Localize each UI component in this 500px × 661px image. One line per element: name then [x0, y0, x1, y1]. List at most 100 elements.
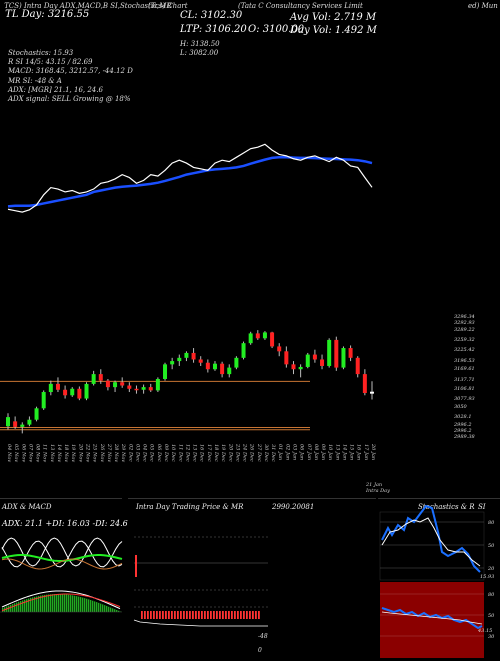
rsi-title: SI — [478, 503, 486, 511]
date-label: 16 Dec — [199, 444, 205, 462]
price-axis: 3296.343292.933289.223259.323225.423196.… — [453, 314, 475, 440]
date-label: 11 Nov — [42, 444, 48, 462]
date-label: 29 Nov — [120, 443, 126, 462]
adx-macd-title: ADX & MACD — [2, 503, 52, 511]
candle-body — [284, 351, 288, 364]
candle-body — [320, 359, 324, 366]
candle-body — [142, 387, 146, 390]
candle-body — [370, 392, 374, 394]
date-label: 06 Jan — [299, 444, 305, 460]
date-label: 01 Jan — [277, 444, 283, 460]
candle-body — [42, 392, 46, 408]
date-label: 16 Jan — [356, 444, 362, 460]
date-label: 26 Nov — [99, 443, 105, 462]
candle-body — [56, 384, 60, 390]
candle-body — [356, 358, 360, 374]
price-axis-label: 3196.53 — [454, 358, 475, 364]
price-axis-label: 3169.61 — [454, 366, 475, 372]
date-label: 23 Dec — [234, 443, 240, 462]
date-label: 06 Dec — [156, 444, 162, 462]
date-footer: 21 Jan Intra Day — [366, 482, 396, 494]
candle-body — [127, 386, 131, 389]
candle-body — [20, 425, 24, 427]
intraday-value: 2990.20081 — [272, 503, 314, 511]
price-axis-label: 3292.93 — [454, 320, 475, 326]
date-label: 20 Nov — [77, 443, 83, 462]
candle-body — [363, 374, 367, 393]
date-label: 27 Nov — [106, 443, 112, 462]
candle-body — [92, 374, 96, 384]
price-axis-label: 3289.22 — [454, 327, 475, 333]
candle-body — [6, 417, 10, 426]
candle-body — [270, 332, 274, 346]
date-label: 31 Dec — [270, 444, 276, 462]
date-label: 17 Dec — [206, 444, 212, 462]
date-label: 06 Nov — [20, 444, 26, 462]
price-axis-label: 3137.71 — [454, 377, 475, 383]
date-label: 03 Jan — [291, 444, 297, 460]
candle-body — [206, 363, 210, 370]
trend-lines — [8, 144, 372, 212]
date-label: 17 Jan — [363, 444, 369, 460]
date-label: 07 Jan — [306, 444, 312, 460]
date-label: 19 Nov — [70, 444, 76, 462]
date-label: 03 Dec — [134, 444, 140, 462]
candle-body — [334, 340, 338, 368]
date-label: 09 Jan — [320, 444, 326, 460]
date-label: 04 Nov — [6, 444, 12, 462]
date-label: 10 Jan — [327, 444, 333, 460]
candle-body — [177, 358, 181, 361]
candle-body — [349, 348, 353, 358]
candle-body — [170, 361, 174, 364]
main-price-chart: 3296.343292.933289.223259.323225.423196.… — [0, 0, 500, 480]
candle-body — [277, 346, 281, 351]
candle-body — [106, 381, 110, 388]
candle-body — [13, 421, 17, 427]
price-line — [8, 144, 372, 212]
candle-body — [99, 374, 103, 381]
date-label: 28 Nov — [113, 443, 119, 462]
candle-body — [242, 343, 246, 358]
date-label: 14 Nov — [56, 444, 62, 462]
date-label: 18 Dec — [213, 444, 219, 462]
date-label: 11 Dec — [177, 444, 183, 462]
date-label: 24 Dec — [242, 443, 248, 462]
price-axis-label: 3050 — [454, 404, 468, 410]
candle-body — [184, 353, 188, 358]
candle-body — [192, 353, 196, 360]
candle-body — [313, 355, 317, 360]
price-axis-label: 3106.81 — [454, 386, 475, 392]
date-label: 25 Nov — [92, 443, 98, 462]
date-label: 20 Jan — [370, 443, 376, 460]
intraday-panel: Intra Day Trading Price & MR 2990.20081 — [128, 498, 376, 661]
date-label: 12 Dec — [184, 444, 190, 462]
candle-body — [213, 364, 217, 370]
candle-body — [120, 382, 124, 385]
candle-body — [306, 355, 310, 367]
candle-body — [341, 348, 345, 368]
adx-macd-panel: ADX & MACD ADX: 21.1 +DI: 16.03 -DI: 24.… — [0, 498, 122, 661]
date-label: 02 Jan — [284, 444, 290, 460]
date-label: 19 Dec — [220, 444, 226, 462]
candle-body — [291, 364, 295, 369]
adx-values: ADX: 21.1 +DI: 16.03 -DI: 24.6 — [2, 519, 128, 528]
date-label: 26 Dec — [249, 443, 255, 462]
candle-body — [149, 387, 153, 390]
date-label: 30 Dec — [263, 444, 269, 462]
candle-body — [199, 359, 203, 362]
date-label: 22 Nov — [85, 443, 91, 462]
date-label: 04 Dec — [142, 444, 148, 462]
price-axis-label: 3077.93 — [454, 396, 475, 402]
intraday-title: Intra Day Trading Price & MR — [136, 503, 243, 511]
date-label: 02 Dec — [127, 444, 133, 462]
date-label: 13 Dec — [192, 444, 198, 462]
candle-body — [70, 389, 74, 396]
date-label: 13 Jan — [334, 444, 340, 460]
candle-body — [227, 368, 231, 375]
candle-body — [156, 379, 160, 390]
date-label: 13 Nov — [49, 444, 55, 462]
candle-body — [35, 408, 39, 419]
date-label: 07 Nov — [27, 444, 33, 462]
date-label: 05 Nov — [13, 444, 19, 462]
